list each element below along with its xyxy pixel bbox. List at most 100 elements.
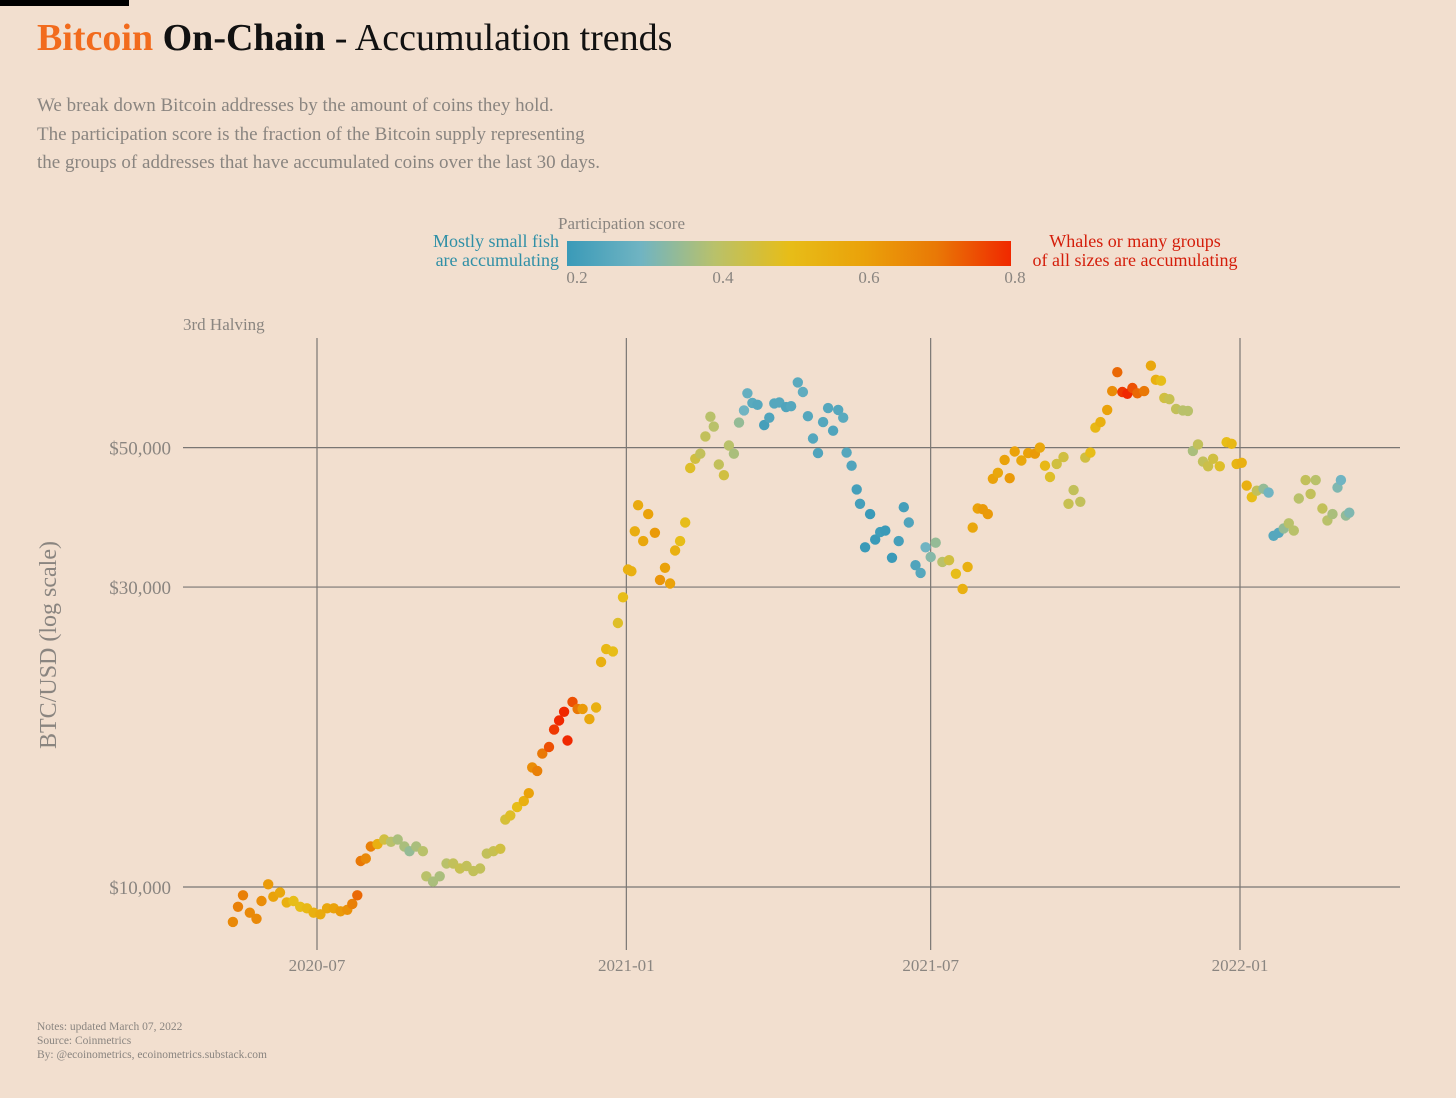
notes-line: Notes: updated March 07, 2022 — [37, 1021, 183, 1033]
data-point — [251, 913, 262, 924]
data-point — [1317, 503, 1328, 514]
footer-notes: Notes: updated March 07, 2022 Source: Co… — [37, 1020, 267, 1062]
data-point — [733, 417, 745, 428]
data-point — [759, 419, 770, 431]
data-point — [833, 404, 844, 416]
data-point — [227, 916, 239, 928]
data-point — [764, 412, 775, 423]
data-point — [347, 898, 358, 910]
data-point — [352, 890, 363, 901]
data-point — [612, 617, 624, 629]
legend-left-line: are accumulating — [435, 250, 559, 270]
data-point — [654, 574, 666, 586]
data-point — [943, 555, 955, 566]
data-point — [1112, 367, 1123, 378]
data-point — [607, 646, 619, 657]
subtitle-line: We break down Bitcoin addresses by the a… — [37, 95, 554, 116]
data-point — [982, 508, 993, 520]
data-point — [523, 788, 534, 799]
data-point — [695, 448, 706, 459]
page-title: Bitcoin On-Chain - Accumulation trends — [37, 16, 672, 60]
data-point — [1293, 493, 1305, 504]
data-point — [288, 895, 299, 907]
data-point — [664, 578, 676, 589]
colorbar-tick: 0.8 — [1004, 268, 1026, 287]
y-tick-label: $30,000 — [109, 578, 171, 599]
data-point — [244, 907, 255, 918]
y-tick-label: $50,000 — [109, 439, 171, 460]
legend-left-line: Mostly small fish — [432, 231, 559, 251]
data-point — [1085, 447, 1096, 458]
data-point — [1107, 385, 1118, 397]
data-point — [474, 863, 486, 874]
data-point — [851, 484, 862, 495]
x-tick-label: 2021-01 — [598, 956, 655, 975]
data-point — [629, 526, 640, 537]
data-point — [785, 401, 797, 412]
data-point — [854, 498, 866, 509]
title-bitcoin: Bitcoin — [37, 17, 154, 59]
data-point — [700, 431, 711, 442]
legend-title: Participation score — [558, 214, 685, 233]
data-point — [752, 399, 763, 410]
data-point — [1335, 474, 1347, 486]
data-point — [925, 551, 936, 563]
data-point — [742, 388, 753, 399]
data-point — [957, 583, 968, 595]
data-point — [632, 500, 644, 511]
data-point — [1202, 461, 1214, 472]
data-point — [802, 411, 814, 422]
data-point — [910, 560, 921, 571]
data-point — [643, 508, 654, 520]
data-point — [595, 656, 607, 668]
data-point — [1192, 439, 1204, 450]
data-point — [1241, 480, 1252, 491]
data-point — [718, 470, 730, 481]
data-point — [360, 853, 371, 864]
data-point — [1139, 385, 1150, 397]
data-point — [495, 843, 506, 854]
data-point — [870, 534, 881, 545]
data-point — [705, 411, 716, 422]
data-point — [1344, 507, 1355, 518]
data-point — [553, 715, 565, 726]
data-point — [1016, 455, 1027, 466]
data-point — [256, 895, 267, 907]
data-point — [930, 537, 941, 548]
data-point — [1063, 498, 1074, 509]
data-point — [584, 713, 595, 725]
data-point — [617, 592, 629, 603]
data-point — [417, 846, 429, 857]
data-point — [920, 542, 931, 553]
data-point — [880, 525, 891, 536]
subtitle-line: the groups of addresses that have accumu… — [37, 152, 600, 173]
data-point — [1283, 518, 1295, 529]
data-point — [738, 405, 750, 416]
data-point — [817, 416, 829, 428]
data-point — [638, 535, 649, 547]
data-point — [1182, 405, 1194, 417]
colorbar-tick: 0.2 — [566, 268, 588, 287]
data-point — [562, 735, 573, 746]
legend-left-label: Mostly small fish are accumulating — [380, 232, 559, 270]
data-point — [1226, 438, 1237, 449]
data-point — [859, 542, 871, 553]
data-point — [1095, 416, 1106, 428]
top-accent-bar — [0, 0, 129, 6]
data-point — [999, 454, 1010, 466]
data-point — [992, 467, 1004, 478]
data-point — [1051, 458, 1062, 470]
halving-annotation: 3rd Halving — [183, 315, 265, 334]
data-point — [728, 448, 740, 459]
y-axis-label: BTC/USD (log scale) — [36, 541, 62, 749]
data-point — [669, 545, 681, 556]
data-point — [841, 447, 852, 458]
title-onchain: On-Chain — [162, 17, 326, 59]
colorbar — [567, 241, 1011, 266]
data-point — [898, 502, 909, 513]
data-point — [392, 834, 403, 845]
data-point — [812, 447, 824, 459]
data-point — [1164, 394, 1175, 405]
data-point — [1145, 360, 1157, 371]
data-point — [518, 795, 529, 807]
